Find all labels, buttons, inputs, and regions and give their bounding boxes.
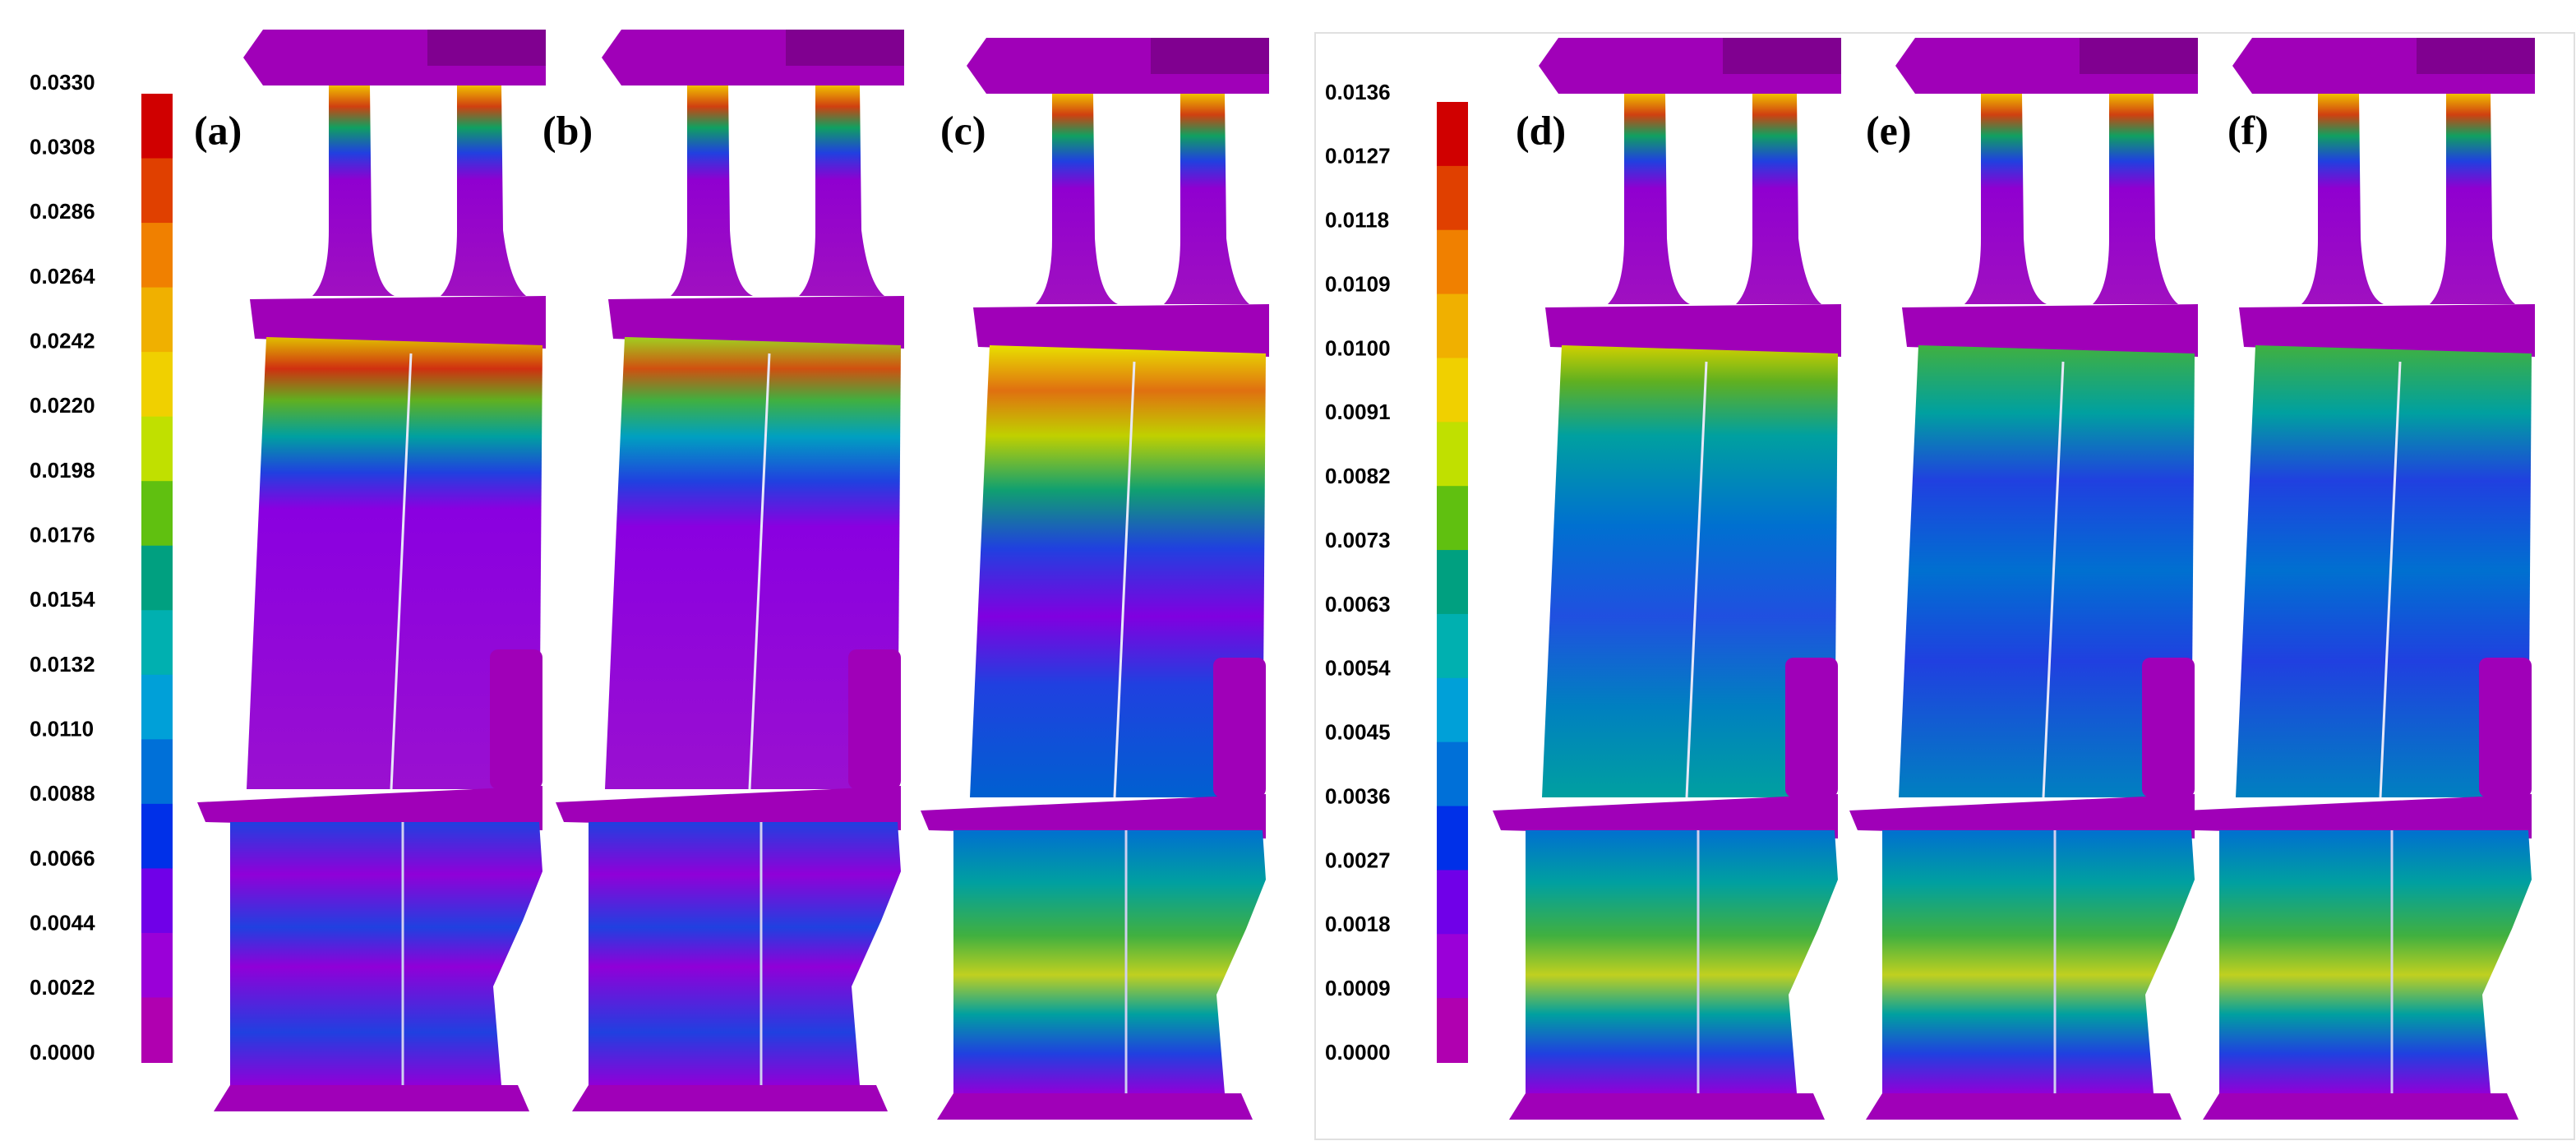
colorbar-band (141, 287, 173, 353)
colorbar-tick-label: 0.0022 (30, 975, 95, 1000)
colorbar-tick-label: 0.0066 (30, 846, 95, 871)
colorbar-band (1437, 613, 1468, 679)
colorbar-tick-label: 0.0198 (30, 458, 95, 483)
colorbar-band (1437, 486, 1468, 552)
colorbar-band (141, 94, 173, 159)
colorbar-tick-label: 0.0044 (30, 911, 95, 935)
colorbar-band (141, 997, 173, 1063)
colorbar-band (141, 610, 173, 676)
colorbar-band (1437, 870, 1468, 935)
panel-label: (a) (194, 107, 242, 153)
colorbar-band (141, 674, 173, 741)
colorbar-tick-label: 0.0018 (1325, 912, 1391, 936)
colorbar-band (1437, 741, 1468, 807)
colorbar-band (141, 545, 173, 612)
colorbar-tick-label: 0.0082 (1325, 464, 1391, 488)
colorbar-band (1437, 806, 1468, 871)
colorbar-band (141, 352, 173, 418)
colorbar-tick-label: 0.0027 (1325, 848, 1391, 872)
colorbar-band (1437, 165, 1468, 231)
colorbar-band (141, 739, 173, 805)
colorbar-tick-label: 0.0109 (1325, 271, 1391, 296)
colorbar-band (1437, 550, 1468, 615)
colorbar-band (141, 223, 173, 289)
panel-label: (d) (1516, 107, 1566, 153)
colorbar-tick-label: 0.0127 (1325, 144, 1391, 169)
colorbar-band (1437, 102, 1468, 167)
colorbar-tick-label: 0.0045 (1325, 720, 1391, 745)
colorbar-band (1437, 229, 1468, 295)
colorbar-band (141, 932, 173, 999)
panel-label: (e) (1866, 107, 1912, 153)
colorbar-tick-label: 0.0132 (30, 652, 95, 677)
colorbar-tick-label: 0.0036 (1325, 783, 1391, 808)
colorbar-tick-label: 0.0000 (30, 1040, 95, 1065)
annotations: 0.0330 0.0308 0.0286 0.0264 0.0242 0.0220 0.01… (30, 70, 2269, 1065)
colorbar-tick-label: 0.0308 (30, 135, 95, 159)
colorbar-band (1437, 998, 1468, 1063)
colorbar-tick-label: 0.0220 (30, 393, 95, 418)
colorbar-band (141, 868, 173, 934)
colorbar-band (141, 803, 173, 870)
colorbar-band (1437, 422, 1468, 487)
colorbar-band (1437, 934, 1468, 1000)
frame (1314, 32, 2575, 1140)
colorbar-tick-label: 0.0176 (30, 523, 95, 547)
colorbar-tick-label: 0.0000 (1325, 1040, 1391, 1065)
colorbar-tick-label: 0.0286 (30, 199, 95, 224)
colorbar-tick-label: 0.0264 (30, 264, 95, 289)
colorbar-tick-label: 0.0110 (30, 717, 94, 741)
colorbar-tick-label: 0.0242 (30, 329, 95, 353)
colorbar-tick-label: 0.0154 (30, 587, 95, 612)
colorbar-tick-label: 0.0330 (30, 70, 95, 95)
colorbar-tick-label: 0.0100 (1325, 335, 1391, 360)
panel-label: (b) (542, 107, 593, 153)
colorbar-band (1437, 293, 1468, 359)
colorbar-tick-label: 0.0136 (1325, 80, 1391, 104)
colorbar-tick-label: 0.0054 (1325, 656, 1391, 681)
panel-label: (c) (940, 107, 986, 153)
colorbar-band (141, 158, 173, 224)
colorbar-tick-label: 0.0009 (1325, 976, 1391, 1000)
colorbar-tick-label: 0.0118 (1325, 208, 1389, 233)
colorbar-band (1437, 358, 1468, 423)
colorbar-band (141, 481, 173, 547)
colorbar-tick-label: 0.0063 (1325, 592, 1391, 617)
colorbar-band (1437, 677, 1468, 743)
panel-label: (f) (2227, 107, 2269, 153)
colorbar-tick-label: 0.0088 (30, 781, 95, 806)
colorbar-band (141, 416, 173, 483)
colorbar-tick-label: 0.0091 (1325, 400, 1391, 424)
colorbar-tick-label: 0.0073 (1325, 528, 1391, 552)
